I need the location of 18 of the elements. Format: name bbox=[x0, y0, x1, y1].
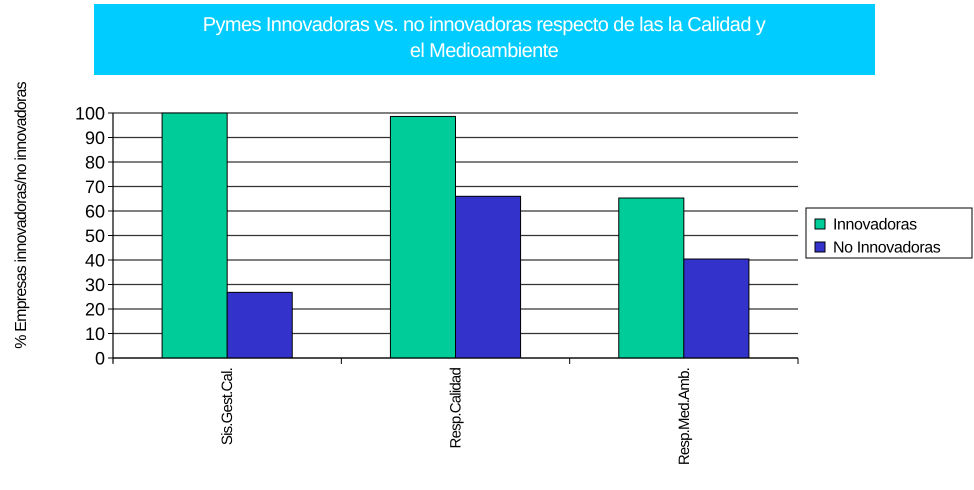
y-tick-label: 70 bbox=[84, 176, 105, 197]
y-tick-label: 10 bbox=[84, 324, 105, 344]
y-tick-label: 90 bbox=[84, 128, 105, 148]
y-tick-label: 80 bbox=[84, 152, 105, 172]
y-tick-label: 40 bbox=[84, 250, 105, 270]
y-tick-label: 60 bbox=[84, 201, 105, 222]
chart-title: Pymes Innovadoras vs. no innovadoras respecto de las la Calidad y el Medioambiente bbox=[202, 14, 766, 62]
y-tick-label: 20 bbox=[84, 299, 105, 320]
legend-label: No Innovadoras bbox=[833, 240, 941, 257]
x-tick-label: Resp.Med.Amb. bbox=[676, 368, 693, 466]
y-tick-label: 0 bbox=[94, 348, 105, 368]
x-tick-label: Sis.Gest.Cal. bbox=[219, 368, 236, 446]
legend-label: Innovadoras bbox=[833, 216, 918, 234]
y-tick-label: 100 bbox=[74, 103, 105, 124]
y-tick-label: 30 bbox=[84, 274, 105, 295]
y-axis-title: % Empresas innovadoras/no innovadoras bbox=[13, 81, 30, 349]
y-tick-label: 50 bbox=[84, 226, 105, 246]
x-tick-label: Resp.Calidad bbox=[448, 368, 464, 448]
